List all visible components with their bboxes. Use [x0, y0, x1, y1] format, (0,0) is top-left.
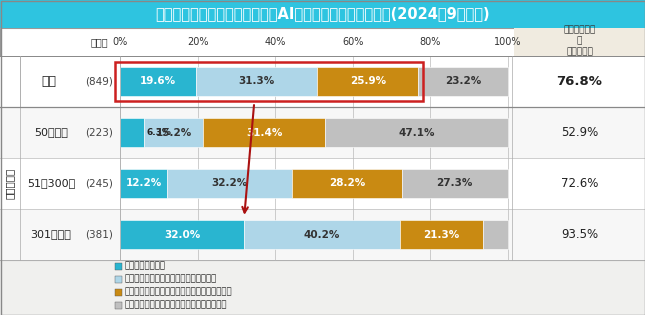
Text: (381): (381) — [85, 230, 113, 239]
Bar — [120, 118, 144, 147]
Bar — [514, 28, 645, 56]
Text: 32.2%: 32.2% — [212, 179, 248, 188]
Bar — [0, 107, 645, 158]
Text: 52.9%: 52.9% — [561, 126, 598, 139]
Bar — [115, 276, 122, 283]
Bar — [0, 209, 645, 260]
Text: 76.8%: 76.8% — [557, 75, 602, 88]
Text: 301名以上: 301名以上 — [30, 230, 72, 239]
Bar — [120, 67, 196, 96]
Bar — [196, 67, 317, 96]
Bar — [292, 169, 402, 198]
Bar — [0, 56, 645, 107]
Text: 全体: 全体 — [41, 75, 57, 88]
Text: 47.1%: 47.1% — [399, 128, 435, 138]
Text: 活用したいと思わないため、検討していない: 活用したいと思わないため、検討していない — [125, 301, 228, 310]
Text: 25.9%: 25.9% — [350, 77, 386, 87]
Bar — [144, 118, 203, 147]
Text: 31.4%: 31.4% — [246, 128, 283, 138]
Text: 51～300名: 51～300名 — [27, 179, 75, 188]
Text: 72.6%: 72.6% — [561, 177, 598, 190]
Bar — [402, 169, 508, 198]
Text: 100%: 100% — [494, 37, 522, 47]
Text: (223): (223) — [85, 128, 113, 138]
Text: 12.2%: 12.2% — [126, 179, 162, 188]
Bar — [120, 220, 244, 249]
Text: 0%: 0% — [112, 37, 128, 47]
Text: 15.2%: 15.2% — [156, 128, 192, 138]
Bar — [325, 118, 508, 147]
Text: 28.2%: 28.2% — [329, 179, 365, 188]
Bar — [203, 118, 325, 147]
Text: (245): (245) — [85, 179, 113, 188]
Bar — [0, 0, 645, 28]
Text: 従業員規模: 従業員規模 — [5, 168, 15, 199]
Text: 6.3%: 6.3% — [146, 128, 172, 137]
Text: 《企業調査》採用活動においてAIツールを活用しているか(2024年9月実施): 《企業調査》採用活動においてAIツールを活用しているか(2024年9月実施) — [155, 7, 490, 21]
Text: 19.6%: 19.6% — [140, 77, 176, 87]
Text: 40.2%: 40.2% — [304, 230, 341, 239]
Bar — [120, 169, 167, 198]
Text: 32.0%: 32.0% — [164, 230, 200, 239]
Bar — [244, 220, 400, 249]
Bar — [115, 289, 122, 295]
Bar — [317, 67, 418, 96]
Bar — [115, 62, 423, 101]
Text: 21.3%: 21.3% — [423, 230, 460, 239]
Text: 回答数: 回答数 — [90, 37, 108, 47]
Text: 40%: 40% — [264, 37, 286, 47]
Text: 23.2%: 23.2% — [445, 77, 481, 87]
Bar — [115, 262, 122, 270]
Text: 20%: 20% — [187, 37, 208, 47]
Text: 27.3%: 27.3% — [437, 179, 473, 188]
Text: 93.5%: 93.5% — [561, 228, 598, 241]
Text: 活用している
＋
活用したい: 活用している ＋ 活用したい — [563, 26, 595, 56]
Bar — [0, 28, 645, 260]
Bar — [482, 220, 508, 249]
Text: 60%: 60% — [342, 37, 364, 47]
Text: 50名以下: 50名以下 — [34, 128, 68, 138]
Text: 既に活用している: 既に活用している — [125, 261, 166, 271]
Bar — [115, 301, 122, 308]
Text: 活用したいと思っており、検討している: 活用したいと思っており、検討している — [125, 274, 217, 284]
Bar — [400, 220, 482, 249]
Text: 31.3%: 31.3% — [239, 77, 275, 87]
Bar — [167, 169, 292, 198]
Text: (849): (849) — [85, 77, 113, 87]
Text: 活用したいと思っているが、検討できていない: 活用したいと思っているが、検討できていない — [125, 288, 233, 296]
Bar — [418, 67, 508, 96]
Text: 80%: 80% — [420, 37, 441, 47]
Bar — [0, 158, 645, 209]
